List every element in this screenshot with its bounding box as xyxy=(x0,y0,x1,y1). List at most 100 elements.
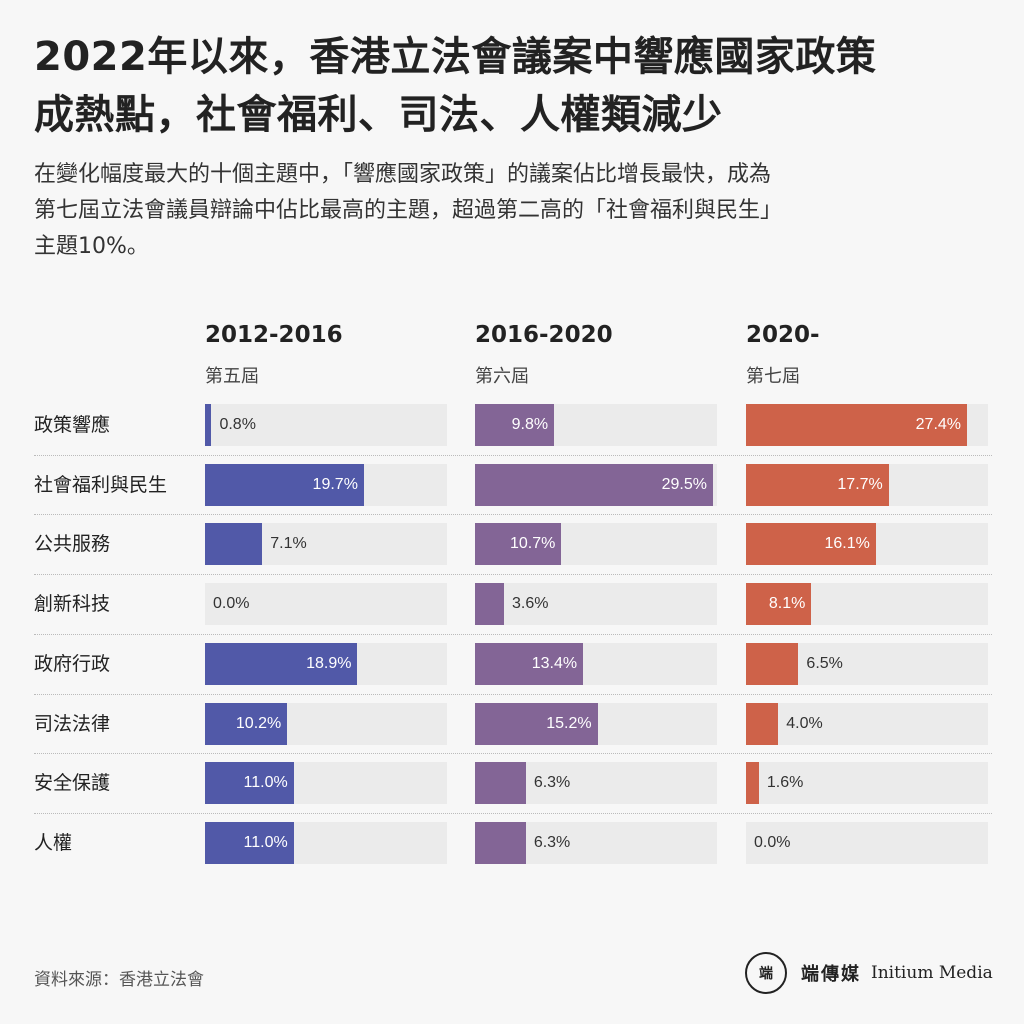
bar-track: 0.0% xyxy=(746,822,988,864)
row-divider xyxy=(34,574,992,575)
row-divider xyxy=(34,455,992,456)
term-label-2: 第六屆 xyxy=(475,366,529,387)
term-label-1: 第五屆 xyxy=(205,366,259,387)
row-divider xyxy=(34,694,992,695)
brand-mark-icon: 端 xyxy=(745,952,787,994)
value-label: 1.6% xyxy=(766,774,804,791)
bar xyxy=(746,523,876,565)
bar-track: 4.0% xyxy=(746,703,988,745)
category-label: 政府行政 xyxy=(34,653,111,675)
bar-track: 27.4% xyxy=(746,404,988,446)
bar xyxy=(746,703,779,745)
period-header-3: 2020- xyxy=(746,322,820,348)
bar xyxy=(475,822,526,864)
bar-track: 17.7% xyxy=(746,464,988,506)
bar-track: 16.1% xyxy=(746,523,988,565)
bar xyxy=(205,464,364,506)
category-label: 安全保護 xyxy=(34,772,111,794)
bar-track: 19.7% xyxy=(205,464,447,506)
value-label: 9.8% xyxy=(511,416,549,433)
bar xyxy=(746,464,889,506)
value-label: 29.5% xyxy=(661,476,707,493)
bar xyxy=(746,762,759,804)
value-label: 11.0% xyxy=(243,834,288,851)
value-label: 18.9% xyxy=(306,655,352,672)
value-label: 10.7% xyxy=(509,535,556,552)
value-label: 4.0% xyxy=(786,715,823,732)
bar xyxy=(205,404,212,446)
row-divider xyxy=(34,634,992,635)
bar xyxy=(475,703,598,745)
bar xyxy=(475,404,555,446)
value-label: 0.8% xyxy=(219,416,256,433)
bar-track: 10.7% xyxy=(475,523,717,565)
bar xyxy=(746,404,968,446)
title-line-1: 2022年以來，香港立法會議案中響應國家政策 xyxy=(34,34,877,80)
value-label: 8.1% xyxy=(768,595,806,612)
value-label: 6.5% xyxy=(806,655,843,672)
bar xyxy=(475,583,505,625)
bar-track: 10.2% xyxy=(205,703,447,745)
row-divider xyxy=(34,813,992,814)
bar xyxy=(475,523,562,565)
row-divider xyxy=(34,514,992,515)
value-label: 13.4% xyxy=(531,655,578,672)
value-label: 16.1% xyxy=(824,535,870,552)
bar-track: 29.5% xyxy=(475,464,717,506)
bar xyxy=(475,464,713,506)
value-label: 0.0% xyxy=(213,595,250,612)
bar xyxy=(475,762,526,804)
value-label: 3.6% xyxy=(512,595,549,612)
bar-track: 11.0% xyxy=(205,822,447,864)
bar-track: 1.6% xyxy=(746,762,988,804)
chart-subtitle: 在變化幅度最大的十個主題中，「響應國家政策」的議案佔比增長最快，成為 第七屆立法… xyxy=(34,157,994,265)
value-label: 7.1% xyxy=(270,535,307,552)
bar-track: 6.5% xyxy=(746,643,988,685)
bar-track: 15.2% xyxy=(475,703,717,745)
value-label: 19.7% xyxy=(312,476,358,493)
bar xyxy=(746,583,812,625)
period-header-1: 2012-2016 xyxy=(205,322,343,348)
value-label: 6.3% xyxy=(533,834,571,851)
source-note: 資料來源：香港立法會 xyxy=(34,970,204,990)
bar-track: 7.1% xyxy=(205,523,447,565)
category-label: 創新科技 xyxy=(34,593,111,615)
value-label: 11.0% xyxy=(243,774,288,791)
value-label: 10.2% xyxy=(235,715,282,732)
period-header-2: 2016-2020 xyxy=(475,322,613,348)
bar-track: 6.3% xyxy=(475,822,717,864)
bar xyxy=(205,822,294,864)
brand-logo: 端 端傳媒 Initium Media xyxy=(745,950,993,996)
bar-track: 0.8% xyxy=(205,404,447,446)
category-label: 政策響應 xyxy=(34,414,111,436)
row-divider xyxy=(34,753,992,754)
category-label: 司法法律 xyxy=(34,713,111,735)
brand-name-en: Initium Media xyxy=(871,963,993,983)
term-label-3: 第七屆 xyxy=(746,366,800,387)
category-label: 人權 xyxy=(34,832,73,854)
bar xyxy=(205,703,288,745)
bar-track: 11.0% xyxy=(205,762,447,804)
bar xyxy=(746,643,799,685)
bar-track: 3.6% xyxy=(475,583,717,625)
value-label: 6.3% xyxy=(533,774,571,791)
bar-track: 18.9% xyxy=(205,643,447,685)
subtitle-line-1: 在變化幅度最大的十個主題中，「響應國家政策」的議案佔比增長最快，成為 xyxy=(34,162,772,187)
bar xyxy=(205,523,263,565)
value-label: 0.0% xyxy=(754,834,791,851)
category-label: 公共服務 xyxy=(34,533,111,555)
value-label: 17.7% xyxy=(837,476,883,493)
subtitle-line-3: 主題10%。 xyxy=(34,234,149,259)
brand-name-cn: 端傳媒 xyxy=(801,964,861,985)
category-label: 社會福利與民生 xyxy=(34,474,168,496)
bar xyxy=(475,643,584,685)
chart-title: 2022年以來，香港立法會議案中響應國家政策 成熱點，社會福利、司法、人權類減少 xyxy=(34,28,1004,144)
bar-track: 6.3% xyxy=(475,762,717,804)
title-line-2: 成熱點，社會福利、司法、人權類減少 xyxy=(34,92,723,138)
value-label: 27.4% xyxy=(915,416,962,433)
value-label: 15.2% xyxy=(546,715,592,732)
bar xyxy=(205,643,358,685)
bar-track: 9.8% xyxy=(475,404,717,446)
bar xyxy=(205,762,294,804)
subtitle-line-2: 第七屆立法會議員辯論中佔比最高的主題，超過第二高的「社會福利與民生」 xyxy=(34,198,783,223)
